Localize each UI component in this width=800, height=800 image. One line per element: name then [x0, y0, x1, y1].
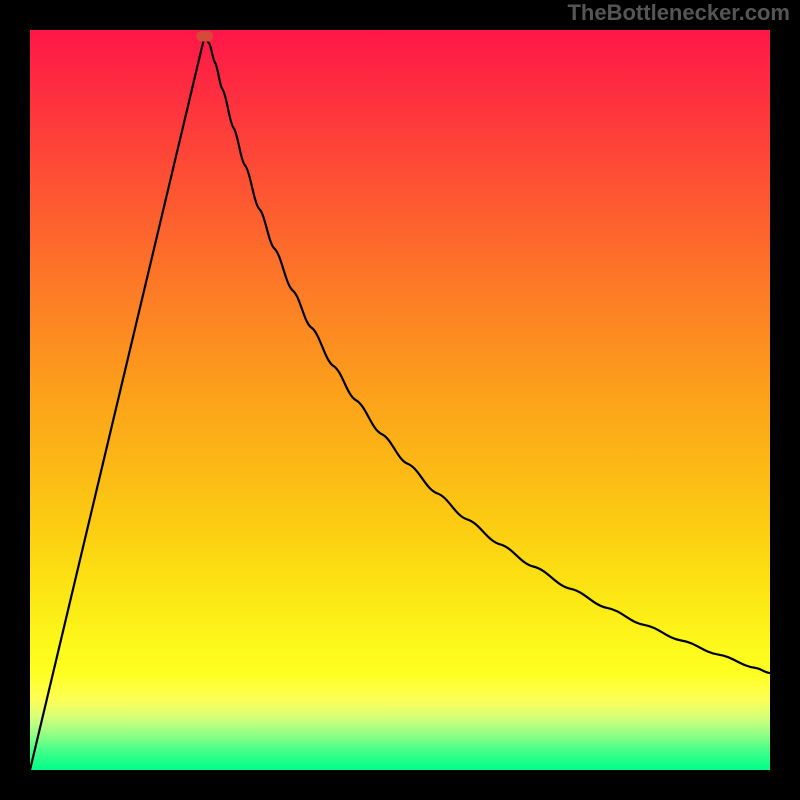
chart-container: TheBottlenecker.com	[0, 0, 800, 800]
optimal-point-marker	[196, 31, 213, 41]
plot-area	[30, 30, 770, 770]
bottleneck-chart	[0, 0, 800, 800]
watermark-text: TheBottlenecker.com	[567, 0, 790, 26]
